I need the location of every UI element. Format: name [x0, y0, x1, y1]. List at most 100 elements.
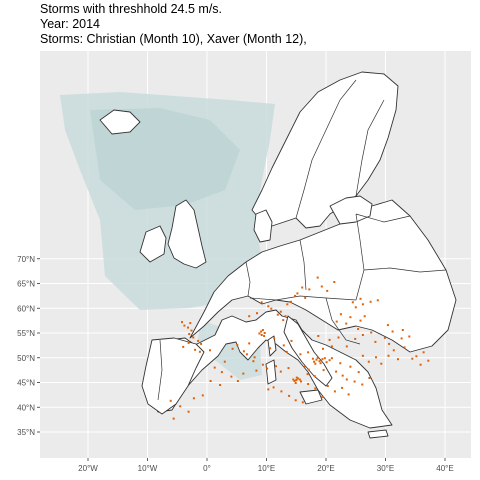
- storm-point: [223, 360, 226, 363]
- storm-point: [261, 329, 264, 331]
- storm-point: [323, 357, 326, 360]
- storm-point: [292, 378, 295, 381]
- storm-point: [260, 330, 263, 333]
- land-corsica: [267, 335, 277, 357]
- storm-point: [294, 382, 297, 384]
- storm-point: [361, 303, 364, 306]
- storm-point: [256, 312, 258, 315]
- axes: 20°W 10°W 0° 10°E 20°E 30°E 40°E 35°N 40°N 45°N 50…: [17, 255, 454, 473]
- storm-point: [316, 276, 319, 279]
- storm-point: [295, 376, 298, 379]
- land-baltic-coast: [329, 195, 373, 225]
- storm-point: [181, 321, 183, 324]
- storm-point: [313, 375, 316, 378]
- storm-point: [288, 394, 291, 397]
- storm-point: [345, 345, 348, 348]
- storm-point: [401, 329, 404, 331]
- y-tick-label: 35°N: [17, 428, 35, 437]
- land-crete: [367, 429, 389, 439]
- storm-point: [408, 335, 411, 338]
- storm-point: [314, 362, 317, 365]
- storm-point: [322, 347, 324, 350]
- storm-point: [369, 300, 372, 303]
- storm-point: [209, 380, 212, 382]
- storm-point: [272, 386, 275, 389]
- storm-point: [317, 335, 320, 337]
- storm-point: [182, 345, 185, 348]
- storm-point: [282, 319, 285, 322]
- x-tick-label: 30°E: [377, 464, 394, 473]
- x-tick-label: 10°W: [138, 464, 158, 473]
- storm-point: [286, 303, 289, 306]
- storm-point: [363, 315, 366, 318]
- storm-point: [301, 286, 304, 289]
- storm-point: [301, 401, 304, 404]
- storm-point: [198, 350, 201, 353]
- storm-point: [403, 346, 406, 349]
- storm-point: [294, 399, 297, 402]
- border-norway-sweden: [295, 79, 357, 219]
- storm-point: [248, 342, 251, 345]
- storm-point: [328, 359, 331, 362]
- storm-point: [230, 375, 233, 378]
- storm-point: [190, 329, 193, 332]
- storm-point: [422, 351, 425, 354]
- storm-point: [279, 310, 282, 313]
- land-europe: [149, 309, 393, 429]
- storm-point: [285, 350, 288, 353]
- storm-point: [187, 341, 190, 344]
- border-germany-poland: [299, 239, 307, 291]
- storm-point: [313, 360, 316, 363]
- storm-point: [325, 361, 328, 364]
- storm-point: [315, 358, 318, 361]
- land-central: [189, 199, 457, 353]
- storm-point: [267, 305, 270, 308]
- storm-point: [328, 338, 331, 341]
- land-italy: [283, 315, 333, 387]
- storm-point: [209, 349, 211, 352]
- storm-point: [270, 307, 273, 310]
- storm-point: [307, 383, 310, 385]
- storm-point: [258, 332, 261, 335]
- storm-point: [375, 356, 377, 359]
- y-tick-label: 40°N: [17, 403, 35, 412]
- storm-point: [376, 299, 379, 302]
- storm-point: [287, 367, 290, 370]
- storm-point: [189, 322, 192, 325]
- storm-point: [380, 362, 383, 365]
- storm-point: [361, 354, 364, 357]
- x-tick-label: 20°W: [78, 464, 98, 473]
- storm-point: [400, 337, 403, 340]
- storm-point: [333, 281, 336, 283]
- storm-point: [419, 363, 422, 366]
- storm-point: [289, 300, 292, 303]
- storm-point: [299, 353, 302, 356]
- x-tick-label: 0°: [203, 464, 211, 473]
- storm-point: [242, 350, 245, 353]
- storm-point: [341, 386, 344, 389]
- storm-point: [306, 373, 309, 376]
- y-tick-label: 70°N: [17, 255, 35, 264]
- storm-point: [194, 348, 197, 351]
- storm-point: [319, 362, 322, 365]
- x-tick-label: 20°E: [317, 464, 334, 473]
- storm-point: [236, 380, 239, 382]
- y-tick-label: 65°N: [17, 280, 35, 289]
- storm-point: [361, 383, 364, 386]
- storm-point: [321, 358, 324, 361]
- storm-point: [197, 339, 200, 342]
- storm-point: [284, 315, 287, 318]
- storm-point: [330, 357, 333, 360]
- border-spain-portugal: [157, 339, 163, 401]
- storm-point: [347, 393, 350, 396]
- y-tick-label: 50°N: [17, 354, 35, 363]
- storm-point: [339, 362, 342, 365]
- title-year: Year: 2014: [40, 17, 101, 31]
- storm-point: [236, 343, 239, 346]
- storm-point: [269, 347, 272, 350]
- storm-point: [392, 349, 395, 352]
- storm-point: [179, 405, 182, 408]
- storm-point: [169, 399, 172, 402]
- storm-point: [267, 388, 270, 391]
